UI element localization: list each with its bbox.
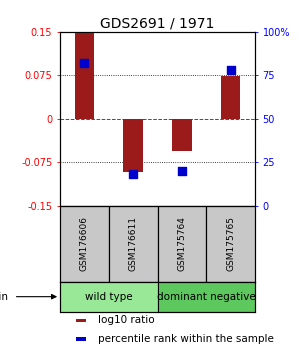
- Bar: [109, 206, 158, 282]
- Point: [131, 172, 136, 177]
- Text: dominant negative: dominant negative: [157, 292, 256, 302]
- Bar: [172, 119, 192, 151]
- Title: GDS2691 / 1971: GDS2691 / 1971: [100, 17, 215, 31]
- Bar: [206, 206, 255, 282]
- Text: GSM175765: GSM175765: [226, 216, 235, 271]
- Bar: [75, 33, 94, 119]
- Bar: [76, 319, 86, 322]
- Bar: [158, 206, 206, 282]
- Bar: [60, 206, 109, 282]
- Point: [179, 168, 184, 174]
- Text: log10 ratio: log10 ratio: [98, 315, 155, 325]
- Bar: [221, 76, 240, 119]
- Point: [82, 60, 87, 66]
- Bar: [158, 282, 255, 312]
- Text: GSM176606: GSM176606: [80, 216, 89, 271]
- Text: wild type: wild type: [85, 292, 133, 302]
- Text: strain: strain: [0, 292, 9, 302]
- Bar: [60, 282, 158, 312]
- Text: GSM176611: GSM176611: [129, 216, 138, 271]
- Point: [228, 67, 233, 73]
- Bar: [123, 119, 143, 172]
- Bar: [76, 337, 86, 341]
- Text: percentile rank within the sample: percentile rank within the sample: [98, 334, 274, 344]
- Text: GSM175764: GSM175764: [177, 216, 186, 271]
